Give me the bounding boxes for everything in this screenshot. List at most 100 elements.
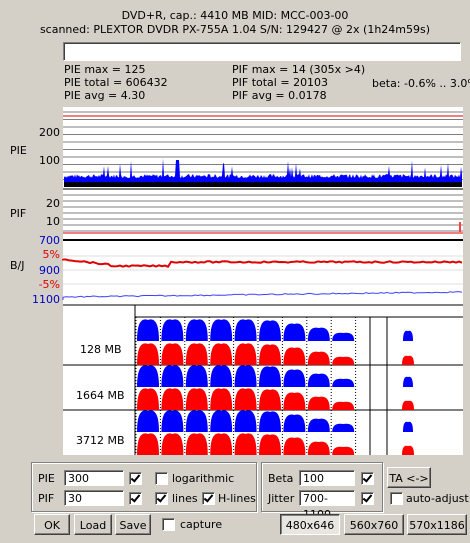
hump [283,437,306,455]
label: logarithmic [172,472,235,485]
button[interactable]: Load [74,514,112,535]
button[interactable]: 560x760 [344,514,404,535]
checkbox[interactable] [361,492,374,505]
pie-base [64,182,462,187]
hump [234,410,257,432]
hump [210,410,233,432]
hump [283,347,306,365]
button[interactable]: 480x646 [280,514,340,535]
hump [402,400,414,410]
hump [137,319,159,341]
hump [259,434,281,455]
hump [210,433,233,455]
input[interactable]: 30 [64,490,124,506]
label: auto-adjust [406,492,469,505]
hump [307,418,330,432]
row-label: 3712 MB [76,434,125,447]
input[interactable]: 100 [299,470,355,486]
button[interactable]: Save [115,514,151,535]
hump [161,433,184,455]
hump [210,343,233,365]
pif-spike [459,222,461,232]
axis-label: PIF [10,207,27,220]
hump [161,410,184,432]
stat: PIE total = 606432 [64,76,168,89]
hump [307,351,330,365]
text-box[interactable] [63,42,461,61]
hump [259,344,281,365]
hump [137,388,159,410]
label: capture [180,518,223,531]
tick-label: 5% [42,248,60,261]
hump [259,389,281,410]
label: lines [172,492,198,505]
hump [210,365,233,387]
tick-label: 20 [46,197,60,210]
button[interactable]: OK [34,514,70,535]
stat: PIF avg = 0.0178 [232,89,327,102]
button[interactable]: TA <-> [387,467,431,488]
tick-label: 200 [39,126,60,139]
beta-line [62,291,463,300]
checkbox[interactable] [155,492,168,505]
group-box [31,462,257,512]
label: PIF [38,492,55,505]
label: Beta [268,472,294,485]
header-line: scanned: PLEXTOR DVDR PX-755A 1.04 S/N: … [39,23,431,36]
hump [161,388,184,410]
checkbox[interactable] [155,472,168,485]
hump [137,365,159,387]
hump [137,410,159,432]
hump [259,411,281,432]
checkbox[interactable] [162,518,175,531]
button[interactable]: 570x1186 [407,514,467,535]
checkbox[interactable] [129,492,142,505]
group-box [261,462,383,512]
checkbox[interactable] [361,472,374,485]
axis-label: B/J [10,259,25,272]
hump [161,319,184,341]
hump [403,421,413,432]
axis-label: PIE [10,144,27,157]
label: H-lines [218,492,256,505]
hump [185,433,208,455]
checkbox[interactable] [202,492,215,505]
hump [161,343,184,365]
label: Jitter [268,492,295,505]
hump [137,433,159,455]
hump [283,414,306,432]
hump [234,319,257,341]
hump [332,332,355,341]
hump [332,378,355,387]
hump [283,392,306,410]
stat: PIF max = 14 (305x >4) [232,63,366,76]
row-label: 1664 MB [76,389,125,402]
hump [402,355,414,365]
hump [259,320,281,341]
hump [259,366,281,387]
hump [185,388,208,410]
label: PIE [38,472,55,485]
tick-label: 900 [39,264,60,277]
stat: PIF total = 20103 [232,76,329,89]
checkbox[interactable] [390,492,403,505]
stat: PIE max = 125 [64,63,146,76]
tick-label: 10 [46,215,60,228]
hump [332,446,355,455]
hump [185,365,208,387]
checkbox[interactable] [129,472,142,485]
hump [185,410,208,432]
pie-area [64,158,462,186]
input[interactable]: 700-1100 [299,490,355,521]
hump [210,319,233,341]
hump [307,441,330,455]
header-line: DVD+R, cap.: 4410 MB MID: MCC-003-00 [121,9,349,22]
input[interactable]: 300 [64,470,124,486]
hump [210,388,233,410]
hump [332,423,355,432]
tick-label: 1100 [32,293,60,306]
row-label: 128 MB [80,343,122,356]
hump [234,388,257,410]
hump [307,396,330,410]
